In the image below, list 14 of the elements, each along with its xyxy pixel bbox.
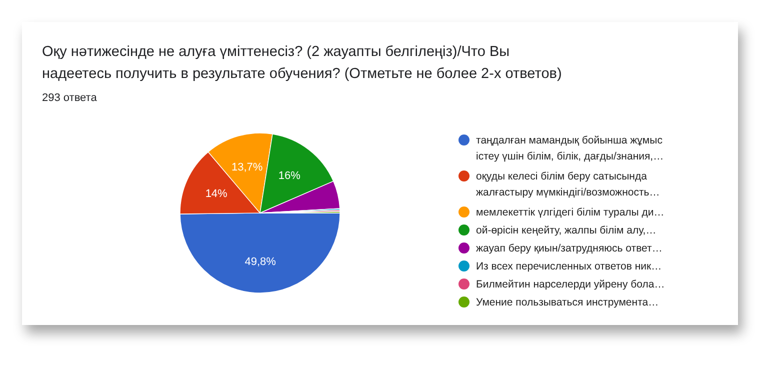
legend-label: таңдалған мамандық бойынша жұмыс істеу үшін білім, білік, дағды/знания,… (476, 134, 664, 163)
legend-label: мемлекеттік үлгідегі білім туралы ди… (476, 206, 664, 219)
data-label: 14% (205, 188, 228, 200)
data-label: 13,7% (231, 162, 263, 174)
chart-title: Оқу нәтижесінде не алуға үміттенесіз? (2 жауапты белгілеңіз)/Что Вы надеетесь получить в результате обучения? (Отметьте не более 2-х ответов) (42, 44, 562, 82)
data-label: 49,8% (244, 256, 276, 268)
legend-label: жауап беру қиын/затрудняюсь ответ… (476, 242, 662, 255)
data-label: 16% (278, 170, 301, 182)
legend-label: Из всех перечисленных ответов ник… (476, 260, 662, 273)
legend-label: Умение пользываться инструмента… (476, 296, 659, 309)
legend-label: ой-өрісін кеңейту, жалпы білім алу,… (476, 224, 656, 237)
text: 293 ответа (42, 92, 98, 104)
legend-label: оқуды келесі білім беру сатысында жалғастыру мүмкіндігі/возможность… (476, 170, 660, 199)
legend-label: Билмейтин нарселерди уйрену бола… (476, 278, 665, 291)
